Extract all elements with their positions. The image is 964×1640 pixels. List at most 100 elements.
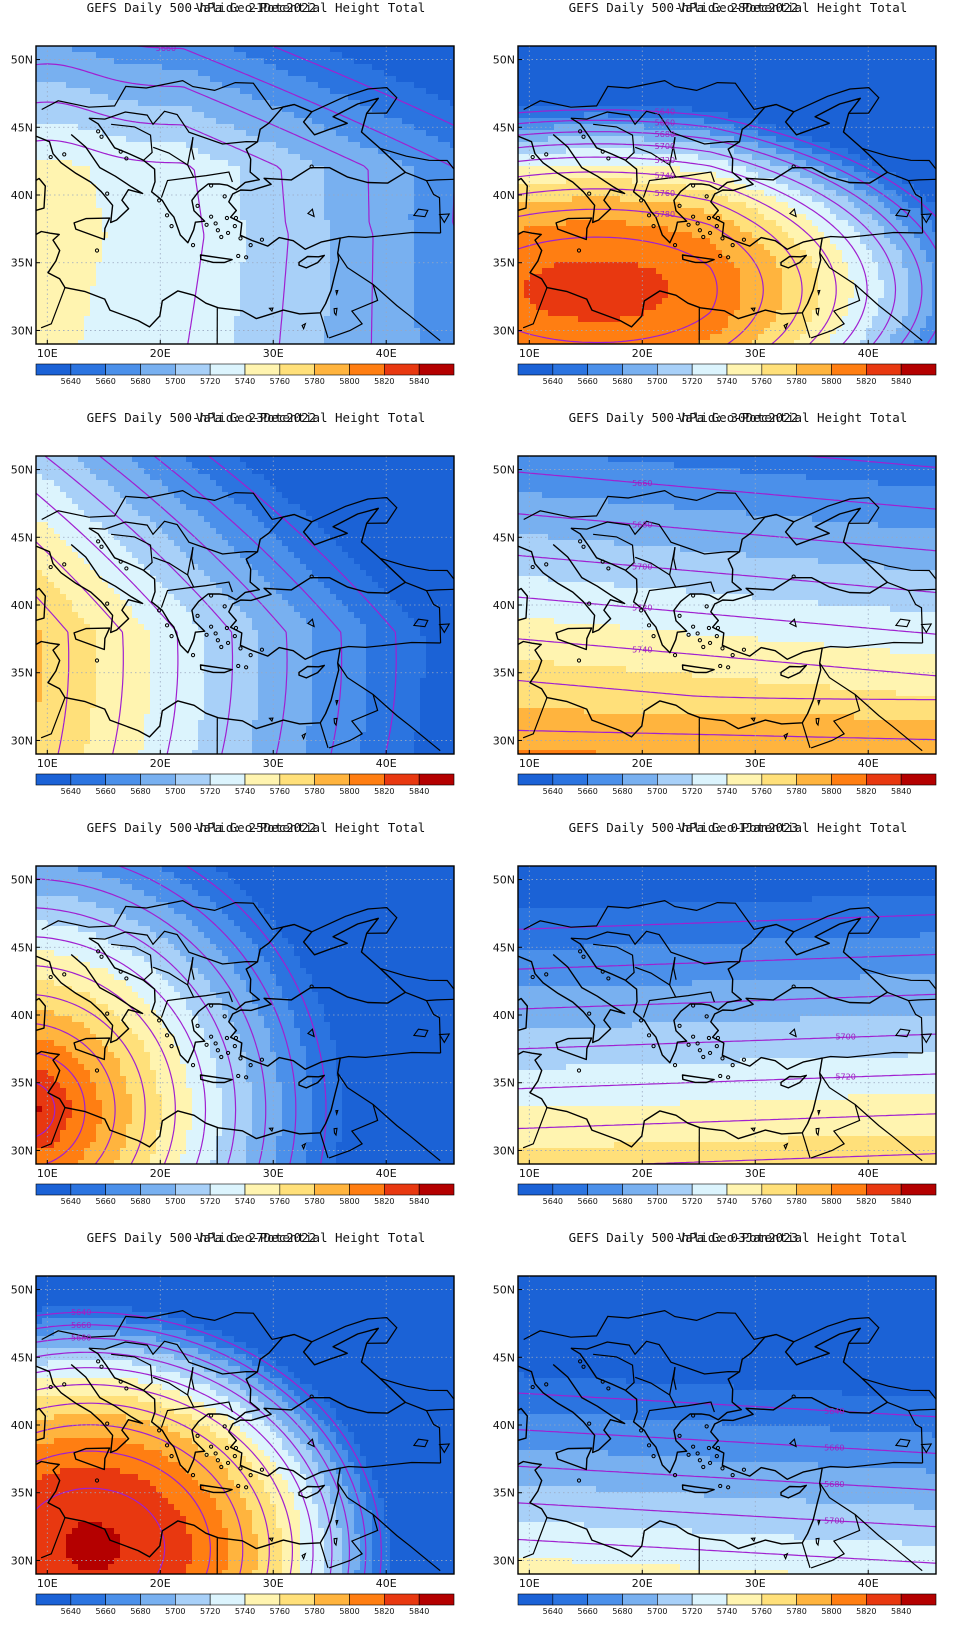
height-cell — [396, 220, 403, 227]
height-cell — [36, 142, 43, 149]
height-cell — [384, 292, 391, 299]
height-cell — [518, 94, 525, 101]
height-cell — [306, 190, 313, 197]
height-cell — [42, 328, 49, 335]
height-cell — [174, 232, 181, 239]
height-cell — [84, 214, 91, 221]
height-cell — [408, 334, 415, 341]
height-cell — [354, 220, 361, 227]
height-cell — [72, 190, 79, 197]
height-cell — [312, 136, 319, 143]
height-cell — [890, 124, 897, 131]
height-cell — [84, 232, 91, 239]
height-cell — [596, 52, 603, 59]
height-cell — [78, 118, 85, 125]
height-cell — [360, 100, 367, 107]
height-cell — [162, 268, 169, 275]
colorbar-label: 5640 — [61, 377, 81, 386]
height-cell — [542, 82, 549, 89]
height-cell — [180, 52, 187, 59]
height-cell — [84, 340, 91, 344]
height-cell — [788, 46, 795, 53]
height-cell — [354, 340, 361, 344]
height-cell — [240, 292, 247, 299]
height-cell — [114, 238, 121, 245]
height-cell — [692, 82, 699, 89]
height-cell — [396, 70, 403, 77]
height-cell — [932, 136, 936, 143]
height-cell — [180, 136, 187, 143]
height-cell — [192, 322, 199, 329]
height-cell — [288, 256, 295, 263]
height-cell — [108, 298, 115, 305]
height-cell — [150, 322, 157, 329]
height-cell — [614, 118, 621, 125]
height-cell — [902, 58, 909, 65]
height-cell — [818, 46, 825, 53]
height-cell — [384, 82, 391, 89]
height-cell — [102, 256, 109, 263]
height-cell — [96, 76, 103, 83]
height-cell — [396, 322, 403, 329]
height-cell — [318, 244, 325, 251]
height-cell — [66, 52, 73, 59]
height-cell — [450, 70, 454, 77]
height-cell — [120, 220, 127, 227]
height-cell — [204, 190, 211, 197]
height-cell — [276, 76, 283, 83]
height-cell — [590, 82, 597, 89]
height-cell — [246, 316, 253, 323]
height-cell — [770, 148, 777, 155]
height-cell — [698, 82, 705, 89]
height-cell — [776, 64, 783, 71]
height-cell — [42, 208, 49, 215]
height-cell — [186, 70, 193, 77]
height-cell — [722, 112, 729, 119]
height-cell — [656, 82, 663, 89]
height-cell — [312, 64, 319, 71]
height-cell — [336, 268, 343, 275]
height-cell — [384, 172, 391, 179]
height-cell — [114, 100, 121, 107]
height-cell — [102, 76, 109, 83]
height-cell — [444, 208, 451, 215]
height-cell — [674, 136, 681, 143]
height-cell — [78, 214, 85, 221]
height-cell — [240, 316, 247, 323]
height-cell — [360, 148, 367, 155]
height-cell — [264, 286, 271, 293]
height-cell — [710, 154, 717, 161]
height-cell — [180, 58, 187, 65]
height-cell — [782, 94, 789, 101]
height-cell — [162, 208, 169, 215]
height-cell — [402, 226, 409, 233]
height-cell — [348, 298, 355, 305]
height-cell — [192, 64, 199, 71]
height-cell — [372, 256, 379, 263]
height-cell — [776, 148, 783, 155]
height-cell — [608, 82, 615, 89]
height-cell — [426, 268, 433, 275]
height-cell — [132, 100, 139, 107]
height-cell — [818, 142, 825, 149]
height-cell — [776, 154, 783, 161]
height-cell — [318, 106, 325, 113]
height-cell — [524, 148, 531, 155]
height-cell — [884, 100, 891, 107]
height-cell — [114, 70, 121, 77]
height-cell — [150, 262, 157, 269]
height-cell — [60, 208, 67, 215]
height-cell — [330, 130, 337, 137]
height-cell — [144, 88, 151, 95]
height-cell — [818, 82, 825, 89]
height-cell — [330, 268, 337, 275]
colorbar-label: 5760 — [270, 377, 290, 386]
height-cell — [420, 88, 427, 95]
height-cell — [264, 262, 271, 269]
height-cell — [252, 256, 259, 263]
map-panel-28dec: GEFS Daily 500-hPa Geo-Potential Height … — [482, 0, 964, 410]
height-cell — [258, 112, 265, 119]
height-cell — [210, 274, 217, 281]
height-cell — [324, 268, 331, 275]
height-cell — [450, 298, 454, 305]
